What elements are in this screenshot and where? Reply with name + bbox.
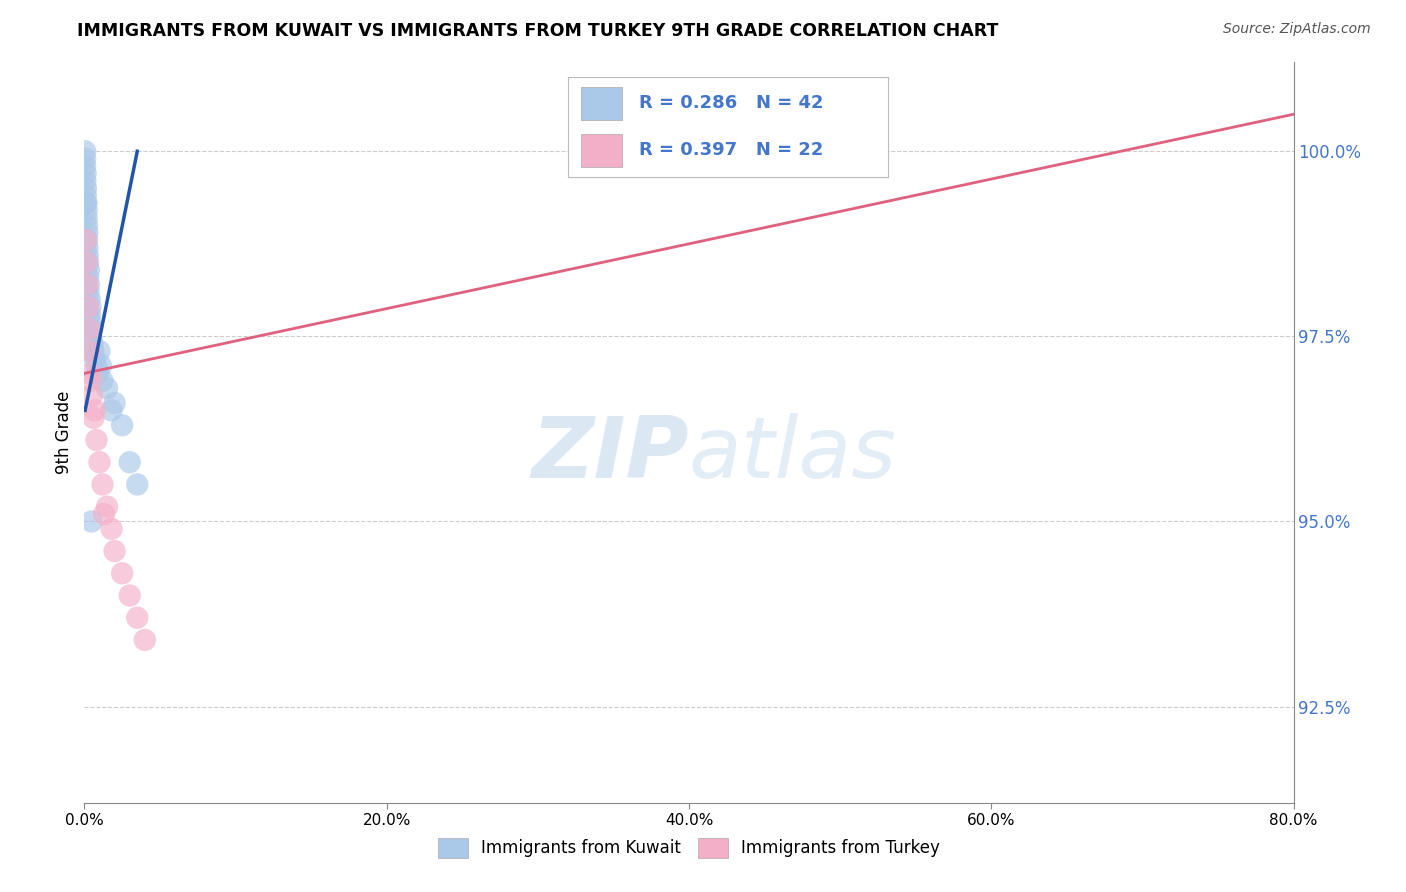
Point: [79, 315, 101, 329]
Point: [104, 396, 127, 410]
Point: [75, 145, 97, 159]
Point: [82, 410, 104, 425]
Text: Source: ZipAtlas.com: Source: ZipAtlas.com: [1223, 22, 1371, 37]
Point: [96, 500, 118, 514]
Point: [76, 226, 98, 240]
Point: [79, 344, 101, 359]
Point: [76, 219, 98, 233]
Point: [80, 322, 103, 336]
Point: [80, 389, 103, 403]
Point: [75, 233, 97, 247]
Point: [76, 241, 98, 255]
Point: [76, 277, 98, 292]
Point: [82, 336, 104, 351]
Point: [75, 196, 97, 211]
Point: [93, 507, 115, 521]
Point: [75, 181, 97, 195]
Point: [89, 344, 111, 359]
Point: [80, 515, 103, 529]
Point: [76, 211, 98, 225]
Point: [79, 307, 101, 321]
Point: [75, 174, 97, 188]
Point: [100, 403, 122, 417]
Point: [77, 322, 100, 336]
Point: [77, 300, 100, 314]
Point: [77, 262, 100, 277]
Point: [86, 433, 108, 447]
Text: IMMIGRANTS FROM KUWAIT VS IMMIGRANTS FROM TURKEY 9TH GRADE CORRELATION CHART: IMMIGRANTS FROM KUWAIT VS IMMIGRANTS FRO…: [77, 22, 998, 40]
Point: [77, 277, 100, 292]
Point: [90, 359, 112, 373]
Point: [86, 359, 108, 373]
Point: [111, 566, 134, 581]
Point: [76, 233, 98, 247]
Point: [89, 455, 111, 469]
Point: [75, 159, 97, 173]
Point: [77, 285, 100, 299]
Point: [80, 374, 103, 388]
Point: [76, 248, 98, 262]
Point: [75, 167, 97, 181]
Point: [118, 589, 141, 603]
Point: [80, 329, 103, 343]
Point: [134, 632, 156, 647]
Point: [82, 344, 104, 359]
Point: [87, 367, 110, 381]
Point: [96, 381, 118, 395]
Point: [77, 270, 100, 285]
Point: [79, 300, 101, 314]
Point: [75, 196, 97, 211]
Point: [79, 367, 101, 381]
Point: [127, 611, 149, 625]
Y-axis label: 9th Grade: 9th Grade: [55, 391, 73, 475]
Point: [77, 255, 100, 269]
Point: [84, 351, 107, 366]
Point: [104, 544, 127, 558]
Point: [84, 403, 107, 417]
Point: [76, 203, 98, 218]
Point: [91, 477, 114, 491]
Point: [75, 188, 97, 202]
Point: [118, 455, 141, 469]
Text: ZIP: ZIP: [531, 413, 689, 496]
Text: atlas: atlas: [689, 413, 897, 496]
Point: [76, 255, 98, 269]
Point: [127, 477, 149, 491]
Point: [111, 418, 134, 433]
Point: [100, 522, 122, 536]
Point: [79, 293, 101, 307]
Legend: Immigrants from Kuwait, Immigrants from Turkey: Immigrants from Kuwait, Immigrants from …: [432, 831, 946, 865]
Point: [91, 374, 114, 388]
Point: [75, 152, 97, 166]
